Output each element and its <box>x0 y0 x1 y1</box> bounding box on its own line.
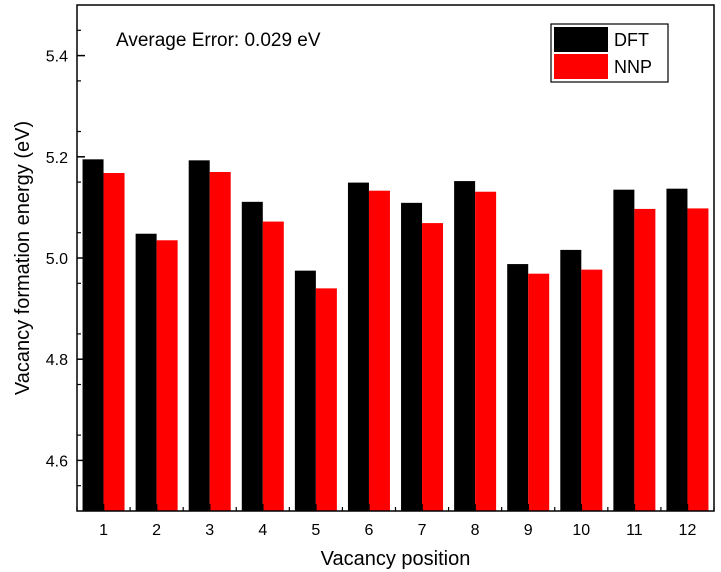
bar-nnp-1 <box>103 172 125 511</box>
bar-nnp-7 <box>422 223 444 511</box>
x-tick-label: 12 <box>679 522 697 539</box>
legend-label-dft: DFT <box>614 30 649 50</box>
y-tick-label: 4.8 <box>46 352 68 369</box>
average-error-annotation: Average Error: 0.029 eV <box>116 30 321 51</box>
legend: DFT NNP <box>550 23 669 83</box>
bar-dft-7 <box>401 202 423 511</box>
y-tick-label: 5.2 <box>46 150 68 167</box>
x-tick-label: 5 <box>311 522 320 539</box>
bar-nnp-9 <box>528 273 550 511</box>
bars-group <box>82 159 709 512</box>
x-tick-label: 11 <box>626 522 643 539</box>
y-axis: 4.6 4.8 5.0 5.2 5.4 <box>46 29 85 487</box>
bar-dft-1 <box>82 159 104 511</box>
bar-nnp-2 <box>156 240 178 512</box>
bar-nnp-8 <box>475 191 497 512</box>
legend-label-nnp: NNP <box>614 57 652 77</box>
x-tick-label: 3 <box>205 522 214 539</box>
y-tick-label: 5.0 <box>46 251 68 268</box>
x-axis: 1 2 3 4 5 6 7 8 9 10 11 12 <box>76 504 715 539</box>
legend-swatch-dft <box>554 27 608 52</box>
x-tick-label: 10 <box>572 522 590 539</box>
bar-dft-3 <box>188 160 210 512</box>
x-tick-label: 1 <box>99 522 108 539</box>
x-tick-label: 6 <box>365 522 374 539</box>
bar-nnp-3 <box>209 171 231 512</box>
bar-dft-10 <box>560 249 582 512</box>
bar-dft-6 <box>347 182 369 511</box>
bar-dft-9 <box>507 264 529 511</box>
bar-dft-5 <box>294 270 316 511</box>
bar-dft-4 <box>241 201 263 512</box>
x-tick-label: 8 <box>471 522 480 539</box>
y-axis-title: Vacancy formation energy (eV) <box>12 121 34 395</box>
x-tick-label: 9 <box>524 522 533 539</box>
bar-dft-8 <box>454 181 476 511</box>
bar-nnp-10 <box>581 269 603 511</box>
bar-dft-11 <box>613 189 635 511</box>
bar-dft-12 <box>666 188 688 512</box>
bar-nnp-6 <box>368 190 390 511</box>
legend-swatch-nnp <box>554 54 608 79</box>
bar-dft-2 <box>135 233 157 511</box>
bar-nnp-4 <box>262 221 284 511</box>
bar-nnp-12 <box>687 208 709 512</box>
bar-nnp-11 <box>634 208 656 511</box>
x-tick-label: 4 <box>258 522 267 539</box>
x-tick-label: 2 <box>152 522 161 539</box>
y-tick-label: 4.6 <box>46 453 68 470</box>
bar-nnp-5 <box>315 288 337 511</box>
x-tick-label: 7 <box>418 522 427 539</box>
y-tick-label: 5.4 <box>46 49 68 66</box>
x-axis-title: Vacancy position <box>321 548 471 570</box>
